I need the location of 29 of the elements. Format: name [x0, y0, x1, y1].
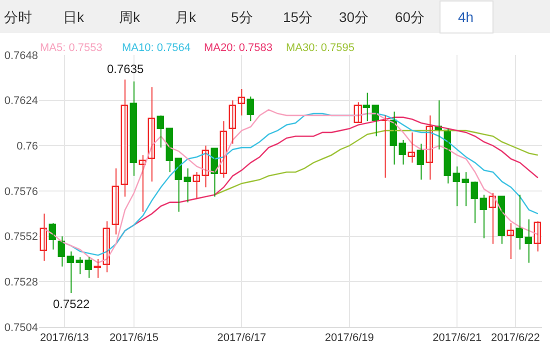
x-tick-label: 2017/6/21: [432, 332, 482, 341]
candlestick: [380, 114, 388, 178]
y-tick-label: 0.76: [16, 140, 38, 153]
x-tick-label: 2017/6/15: [110, 332, 158, 341]
text: 5分: [231, 9, 253, 25]
text: 4h: [458, 9, 474, 25]
x-tick-label: 2017/6/19: [324, 332, 374, 341]
text: MA20: 0.7583: [204, 42, 272, 54]
text: 分时: [4, 9, 32, 25]
annotation: 0.7522: [53, 297, 90, 311]
x-tick-label: 2017/6/13: [40, 332, 89, 341]
y-tick-label: 0.7576: [4, 186, 38, 198]
text: MA10: 0.7564: [122, 42, 190, 54]
text: MA5: 0.7553: [40, 42, 102, 54]
text: 周k: [119, 9, 141, 25]
y-tick-label: 0.7504: [4, 322, 38, 334]
x-tick-label: 2017/6/22: [490, 332, 540, 341]
x-tick-label: 2017/6/17: [217, 332, 266, 341]
annotation: 0.7635: [107, 62, 144, 76]
text: 15分: [283, 9, 313, 25]
y-tick-label: 0.7552: [4, 231, 38, 244]
text: 60分: [395, 9, 425, 25]
text: MA30: 0.7595: [286, 42, 354, 54]
text: 30分: [339, 9, 369, 25]
y-tick-label: 0.7648: [4, 50, 38, 62]
y-tick-label: 0.7624: [4, 95, 38, 108]
text: 日k: [63, 9, 85, 25]
y-tick-label: 0.7528: [4, 276, 38, 289]
text: 月k: [175, 9, 197, 25]
